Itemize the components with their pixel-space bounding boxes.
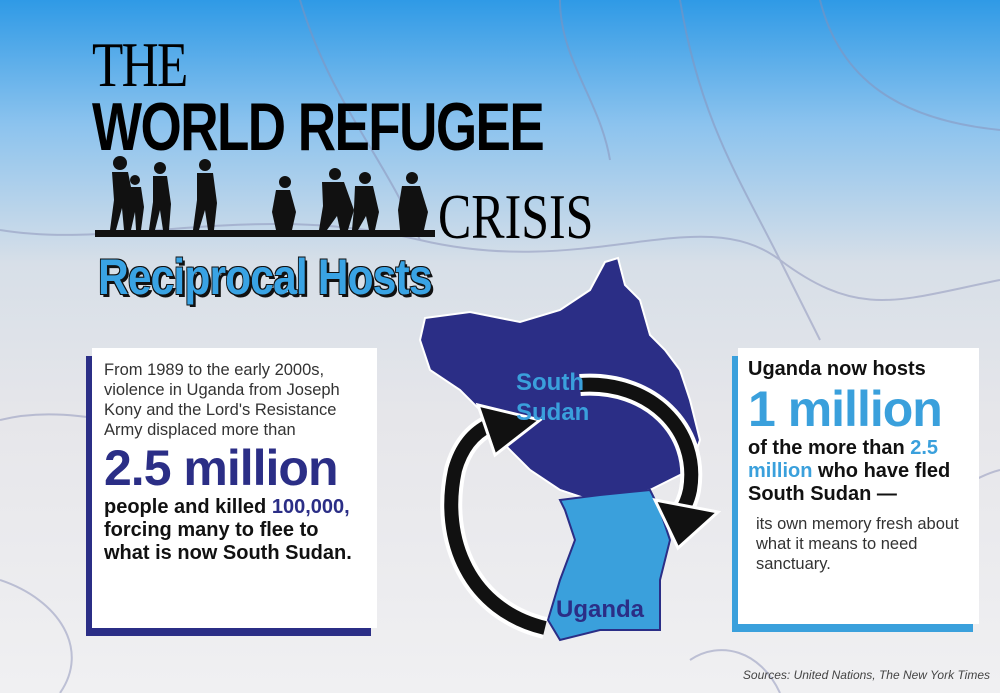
title-the: THE — [92, 29, 188, 100]
text: of the more than — [748, 437, 905, 459]
big-number: 2.5 million — [104, 440, 339, 496]
body-text: people and killed 100,000, forcing many … — [104, 496, 369, 565]
highlight: 100,000, — [271, 496, 350, 518]
map-label: Uganda — [556, 596, 645, 623]
right-box: Uganda now hosts 1 million of the more t… — [738, 348, 979, 624]
text: people and killed — [104, 496, 267, 518]
title: WORLD REFUGEE — [92, 89, 545, 165]
uganda-shape — [546, 488, 672, 642]
sources: Sources: United Nations, The New York Ti… — [742, 668, 990, 682]
text: forcing many to flee to what is now Sout… — [104, 519, 352, 564]
text: who have fled South Sudan — — [748, 460, 951, 505]
subtitle: Reciprocal Hosts — [98, 249, 432, 305]
intro-text: From 1989 to the early 2000s, violence i… — [104, 361, 340, 439]
exchange-arrows — [440, 373, 722, 639]
map-label: South Sudan — [516, 369, 590, 426]
lead-text: Uganda now hosts — [748, 358, 926, 380]
title-crisis: CRISIS — [438, 181, 594, 252]
left-box: From 1989 to the early 2000s, violence i… — [92, 348, 377, 628]
body-text: of the more than 2.5 million who have fl… — [748, 437, 973, 506]
note-text: its own memory fresh about what it means… — [756, 515, 959, 573]
highlight: 2.5 million — [748, 437, 939, 482]
big-number: 1 million — [748, 381, 943, 437]
silhouettes — [95, 156, 435, 237]
